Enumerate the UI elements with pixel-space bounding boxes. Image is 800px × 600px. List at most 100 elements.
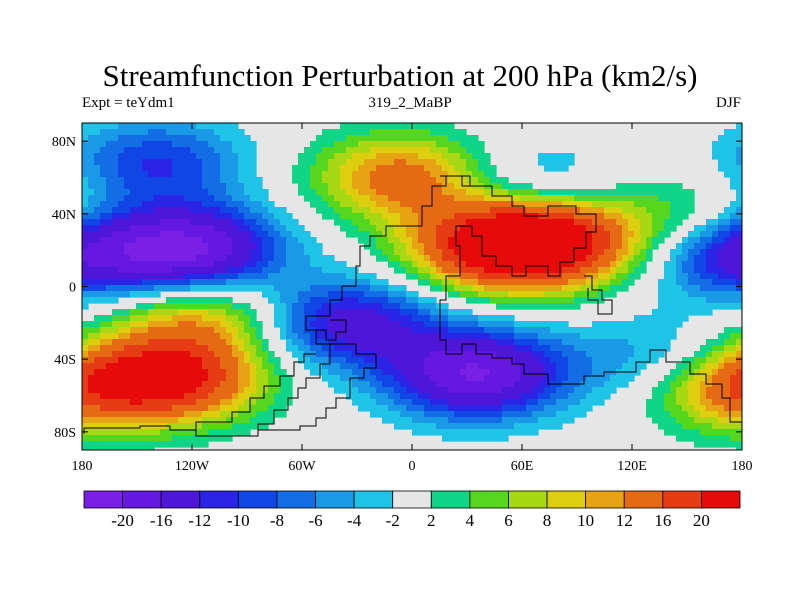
field-cell <box>430 177 437 184</box>
field-cell <box>430 429 437 436</box>
field-cell <box>514 417 521 424</box>
field-cell <box>208 399 215 406</box>
field-cell <box>406 423 413 430</box>
field-cell <box>604 189 611 196</box>
field-cell <box>490 351 497 358</box>
field-cell <box>544 267 551 274</box>
field-cell <box>328 267 335 274</box>
field-cell <box>382 237 389 244</box>
field-cell <box>142 321 149 328</box>
field-cell <box>250 237 257 244</box>
field-cell <box>382 393 389 400</box>
field-cell <box>730 135 737 142</box>
field-cell <box>484 273 491 280</box>
field-cell <box>166 345 173 352</box>
field-cell <box>538 417 545 424</box>
field-cell <box>688 297 695 304</box>
field-cell <box>94 381 101 388</box>
field-cell <box>250 147 257 154</box>
field-cell <box>298 273 305 280</box>
field-cell <box>148 267 155 274</box>
field-cell <box>208 183 215 190</box>
field-cell <box>400 189 407 196</box>
field-cell <box>304 231 311 238</box>
field-cell <box>664 429 671 436</box>
field-cell <box>502 411 509 418</box>
field-cell <box>82 423 89 430</box>
field-cell <box>124 339 131 346</box>
field-cell <box>574 243 581 250</box>
field-cell <box>154 279 161 286</box>
field-cell <box>712 345 719 352</box>
field-cell <box>394 207 401 214</box>
field-cell <box>544 363 551 370</box>
field-cell <box>676 201 683 208</box>
field-cell <box>394 363 401 370</box>
field-cell <box>238 153 245 160</box>
field-cell <box>580 261 587 268</box>
field-cell <box>550 291 557 298</box>
field-cell <box>424 351 431 358</box>
field-cell <box>100 231 107 238</box>
field-cell <box>166 261 173 268</box>
field-cell <box>424 159 431 166</box>
field-cell <box>136 279 143 286</box>
field-cell <box>586 249 593 256</box>
field-cell <box>436 171 443 178</box>
field-cell <box>352 153 359 160</box>
field-cell <box>202 249 209 256</box>
field-cell <box>562 285 569 292</box>
field-cell <box>460 135 467 142</box>
field-cell <box>100 399 107 406</box>
field-cell <box>676 189 683 196</box>
field-cell <box>484 333 491 340</box>
field-cell <box>526 321 533 328</box>
field-cell <box>688 255 695 262</box>
field-cell <box>202 345 209 352</box>
field-cell <box>700 423 707 430</box>
field-cell <box>532 357 539 364</box>
field-cell <box>214 267 221 274</box>
field-cell <box>352 351 359 358</box>
field-cell <box>514 345 521 352</box>
field-cell <box>550 393 557 400</box>
field-cell <box>520 213 527 220</box>
field-cell <box>94 153 101 160</box>
field-cell <box>448 357 455 364</box>
field-cell <box>592 267 599 274</box>
field-cell <box>442 141 449 148</box>
field-cell <box>172 399 179 406</box>
field-cell <box>478 189 485 196</box>
field-cell <box>520 285 527 292</box>
field-cell <box>136 321 143 328</box>
field-cell <box>142 435 149 442</box>
colorbar-label: 20 <box>693 511 710 530</box>
field-cell <box>202 297 209 304</box>
field-cell <box>556 321 563 328</box>
field-cell <box>328 369 335 376</box>
field-cell <box>370 399 377 406</box>
field-cell <box>94 429 101 436</box>
field-cell <box>328 165 335 172</box>
field-cell <box>646 321 653 328</box>
field-cell <box>544 231 551 238</box>
field-cell <box>490 363 497 370</box>
field-cell <box>328 159 335 166</box>
field-cell <box>166 333 173 340</box>
field-cell <box>526 297 533 304</box>
field-cell <box>502 345 509 352</box>
field-cell <box>604 339 611 346</box>
field-cell <box>238 219 245 226</box>
field-cell <box>136 177 143 184</box>
field-cell <box>502 315 509 322</box>
field-cell <box>142 159 149 166</box>
field-cell <box>202 231 209 238</box>
field-cell <box>88 399 95 406</box>
field-cell <box>220 165 227 172</box>
field-cell <box>178 231 185 238</box>
field-cell <box>718 159 725 166</box>
field-cell <box>532 189 539 196</box>
field-cell <box>700 243 707 250</box>
field-cell <box>412 381 419 388</box>
field-cell <box>304 183 311 190</box>
